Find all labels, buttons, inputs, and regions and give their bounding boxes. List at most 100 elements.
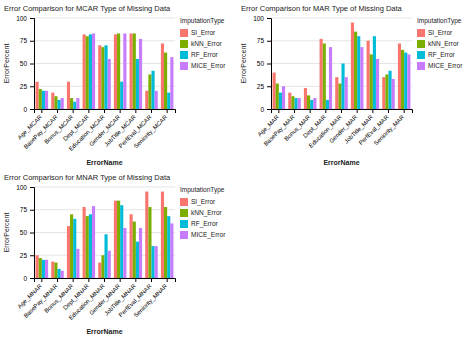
tick: Seniority_MAR [373, 109, 406, 146]
bar [376, 59, 379, 109]
bar [304, 88, 307, 109]
y-axis: 0255075100 [253, 15, 271, 113]
tick-mark [151, 278, 152, 282]
legend-swatch [180, 40, 188, 48]
bar [161, 192, 164, 278]
legend-item: MICE_Error [417, 62, 463, 70]
bar [83, 34, 86, 109]
tick-label: 0 [23, 106, 27, 113]
bar [98, 45, 101, 109]
tick: BasePay_MAR [263, 109, 296, 147]
axis-line [35, 279, 176, 283]
plot-area: 0255075100Age_MNARBasePay_MNARBonus_MNAR… [3, 184, 226, 335]
bar [145, 91, 148, 109]
title: Error Comparison for MCAR Type of Missin… [4, 4, 171, 13]
tick: 75 [20, 37, 34, 44]
tick-mark [73, 109, 74, 113]
axis-line [267, 19, 272, 110]
tick-label: 50 [20, 60, 28, 67]
legend-swatch [417, 51, 425, 59]
grid-line [34, 40, 175, 41]
bar [36, 255, 39, 278]
legend-item: SI_Error [180, 29, 216, 37]
bar [120, 82, 123, 109]
bar [136, 242, 139, 278]
tick-mark [88, 278, 89, 282]
bars [36, 33, 174, 109]
tick-label: 0 [260, 106, 264, 113]
tick-label: 100 [253, 15, 264, 22]
bar [101, 47, 104, 109]
tick-mark [325, 109, 326, 113]
bar [86, 36, 89, 109]
tick: 100 [253, 15, 271, 22]
bar [98, 263, 101, 278]
grid [34, 187, 175, 278]
tick-mark [30, 233, 34, 234]
panel: Error Comparison for MNAR Type of Missin… [3, 173, 226, 335]
tick-mark [267, 86, 271, 87]
bar [373, 36, 376, 109]
bar [345, 77, 348, 109]
tick-mark [357, 109, 358, 113]
bar [155, 246, 158, 278]
bar [326, 100, 329, 109]
bar [401, 50, 404, 109]
y-axis-title: ErrorPercent [240, 44, 247, 84]
tick-mark [30, 18, 34, 19]
bar [164, 207, 167, 278]
tick-mark [151, 109, 152, 113]
tick-mark [41, 278, 42, 282]
tick: 50 [20, 60, 34, 67]
bar [288, 93, 291, 109]
bars [273, 23, 411, 109]
bar [36, 82, 39, 109]
tick: 25 [20, 252, 34, 259]
bar [342, 64, 345, 110]
axis-line [30, 188, 35, 279]
tick-mark [88, 109, 89, 113]
grid-line [34, 232, 175, 233]
tick-mark [167, 109, 168, 113]
tick: 50 [20, 229, 34, 236]
grid-line [34, 209, 175, 210]
legend-item: kNN_Error [417, 40, 460, 48]
tick-label: 50 [20, 229, 28, 236]
bar [39, 258, 42, 278]
legend-item: kNN_Error [180, 209, 223, 217]
tick: Bonus_MCAR [43, 109, 75, 145]
bar [117, 201, 120, 278]
bar [120, 205, 123, 278]
bar [389, 71, 392, 109]
tick-mark [30, 86, 34, 87]
legend-label: MICE_Error [191, 62, 226, 70]
bar [313, 98, 316, 109]
bar [45, 91, 48, 109]
panel: Error Comparison for MAR Type of Missing… [240, 4, 463, 166]
legend-item: MICE_Error [180, 62, 226, 70]
tick-mark [267, 109, 271, 110]
bar [58, 269, 61, 278]
bar [130, 33, 133, 109]
bar [357, 36, 360, 109]
bar [335, 77, 338, 109]
bar [170, 223, 173, 278]
bar [155, 91, 158, 109]
bar [282, 86, 285, 109]
tick: 100 [16, 184, 34, 191]
legend-swatch [417, 40, 425, 48]
bar [42, 91, 45, 109]
bar [108, 251, 111, 278]
bar [92, 206, 95, 278]
bar [392, 79, 395, 109]
y-axis: 0255075100 [16, 184, 34, 282]
grid-line [34, 187, 175, 188]
legend-label: SI_Error [191, 198, 216, 206]
tick: Seniority_MNAR [133, 278, 169, 319]
tick-mark [372, 109, 373, 113]
title: Error Comparison for MAR Type of Missing… [241, 4, 403, 13]
bar [73, 219, 76, 278]
legend-title: ImputationType [180, 186, 225, 194]
bar [117, 33, 120, 109]
bar [298, 98, 301, 109]
